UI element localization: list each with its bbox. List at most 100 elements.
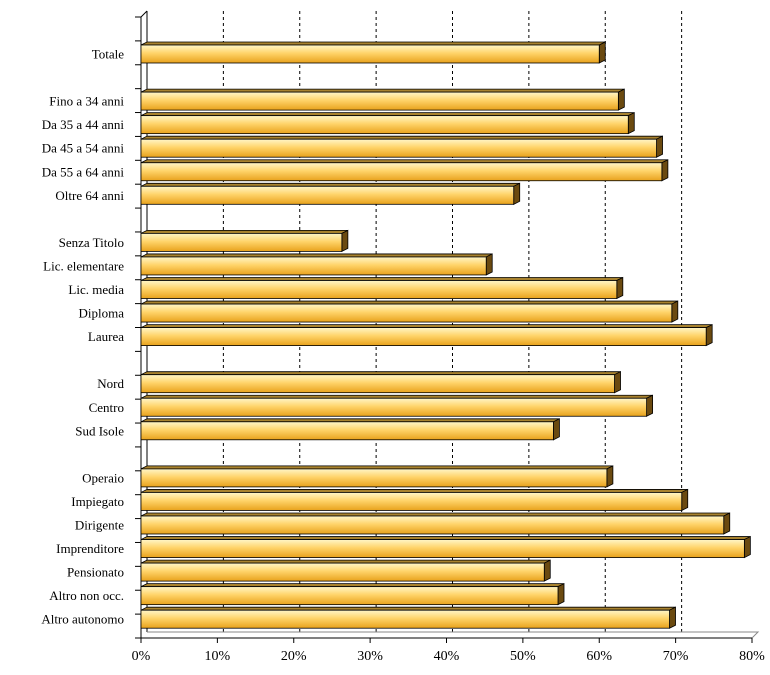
bar [140, 253, 493, 276]
bar-front-face [140, 468, 608, 488]
bar-side-face [669, 606, 676, 629]
bar-side-face [553, 418, 560, 441]
bar-front-face [140, 91, 619, 111]
bar-front-face [140, 256, 487, 276]
bar-top-face [140, 465, 614, 470]
bar-side-face [614, 371, 621, 394]
category-label: Lic. elementare [43, 258, 124, 273]
bar-top-face [140, 512, 730, 517]
bar-side-face [598, 41, 606, 64]
bar [140, 606, 676, 629]
bar-top-face [140, 418, 560, 423]
bar-top-face [140, 394, 653, 399]
bar-top-face [140, 41, 606, 46]
category-label: Nord [97, 376, 124, 391]
x-tick-labels: 0% 10% 20% 30% 40% 50% 60% 70% 80% [132, 649, 766, 664]
bar-top-face [140, 606, 676, 611]
bar-top-face [140, 229, 349, 234]
x-tick-label: 0% [132, 649, 151, 664]
category-label: Senza Titolo [59, 235, 124, 250]
bar [140, 371, 621, 394]
category-label: Lic. media [68, 282, 124, 297]
bar-top-face [140, 489, 688, 493]
bar-top-face [140, 253, 493, 258]
category-label: Imprenditore [56, 541, 124, 556]
bar-top-face [140, 112, 635, 117]
bar-top-face [140, 159, 669, 164]
bar [140, 182, 521, 205]
bar-side-face [646, 394, 654, 417]
bar-front-face [140, 138, 657, 158]
bar [140, 394, 654, 417]
x-tick-label: 40% [434, 649, 460, 664]
bar-front-face [140, 492, 683, 511]
category-label: Totale [92, 47, 125, 62]
category-labels: Totale Fino a 34 anni Da 35 a 44 anni Da 45… [41, 47, 124, 627]
bar-side-face [743, 535, 751, 559]
category-label: Da 45 a 54 anni [42, 141, 125, 156]
floor-back-edge [147, 631, 760, 639]
x-tick-label: 50% [510, 649, 536, 664]
x-tick-label: 30% [357, 649, 383, 664]
bar-side-face [681, 488, 689, 512]
bar-front-face [140, 609, 670, 629]
category-label: Oltre 64 anni [55, 188, 124, 203]
bar-front-face [140, 327, 707, 347]
bar-front-face [140, 397, 648, 417]
bar [140, 583, 565, 606]
category-label: Da 55 a 64 anni [42, 164, 125, 179]
bar-front-face [140, 303, 673, 323]
bar-side-face [671, 300, 679, 323]
bar-front-face [140, 421, 554, 441]
category-label: Operaio [82, 470, 124, 485]
bar-side-face [606, 465, 614, 488]
bar-side-face [627, 112, 635, 135]
bar-side-face [513, 182, 521, 205]
bar-front-face [140, 232, 343, 252]
bar-front-face [140, 586, 559, 606]
bar [140, 276, 624, 300]
bar-top-face [140, 371, 621, 376]
bar-side-face [543, 559, 551, 582]
bar-top-face [140, 324, 713, 329]
bar-side-face [485, 253, 493, 276]
bar-top-face [140, 135, 663, 140]
bar-front-face [140, 44, 600, 64]
category-label: Centro [89, 400, 124, 415]
x-tick-label: 70% [663, 649, 689, 664]
category-label: Pensionato [67, 565, 124, 580]
bars [140, 41, 751, 629]
category-label: Dirigente [75, 518, 124, 533]
bar [140, 559, 551, 582]
x-tick-label: 10% [205, 649, 231, 664]
bar-side-face [341, 229, 349, 253]
bar-top-face [140, 300, 678, 305]
category-label: Altro non occ. [49, 588, 124, 603]
category-label: Sud Isole [75, 423, 124, 438]
bar [140, 535, 751, 559]
bar-side-face [723, 512, 731, 535]
bar [140, 323, 713, 347]
bar-front-face [140, 539, 745, 558]
bar-side-face [617, 88, 625, 111]
bar-front-face [140, 374, 615, 394]
bar-side-face [661, 159, 669, 182]
category-label: Da 35 a 44 anni [42, 117, 125, 132]
bar-front-face [140, 562, 545, 582]
bar-front-face [140, 115, 629, 135]
x-tick-label: 60% [586, 649, 612, 664]
bar-front-face [140, 515, 725, 535]
bar-top-face [140, 559, 551, 564]
bar-top-face [140, 182, 520, 187]
bar-top-face [140, 88, 625, 93]
bar-side-face [557, 583, 565, 606]
bar [140, 229, 349, 253]
x-tick-label: 80% [739, 649, 765, 664]
bar [140, 465, 614, 488]
bar-side-face [616, 276, 624, 300]
category-label: Laurea [88, 329, 124, 344]
category-label: Fino a 34 anni [49, 94, 124, 109]
category-label: Diploma [79, 306, 125, 321]
bar [140, 512, 731, 535]
